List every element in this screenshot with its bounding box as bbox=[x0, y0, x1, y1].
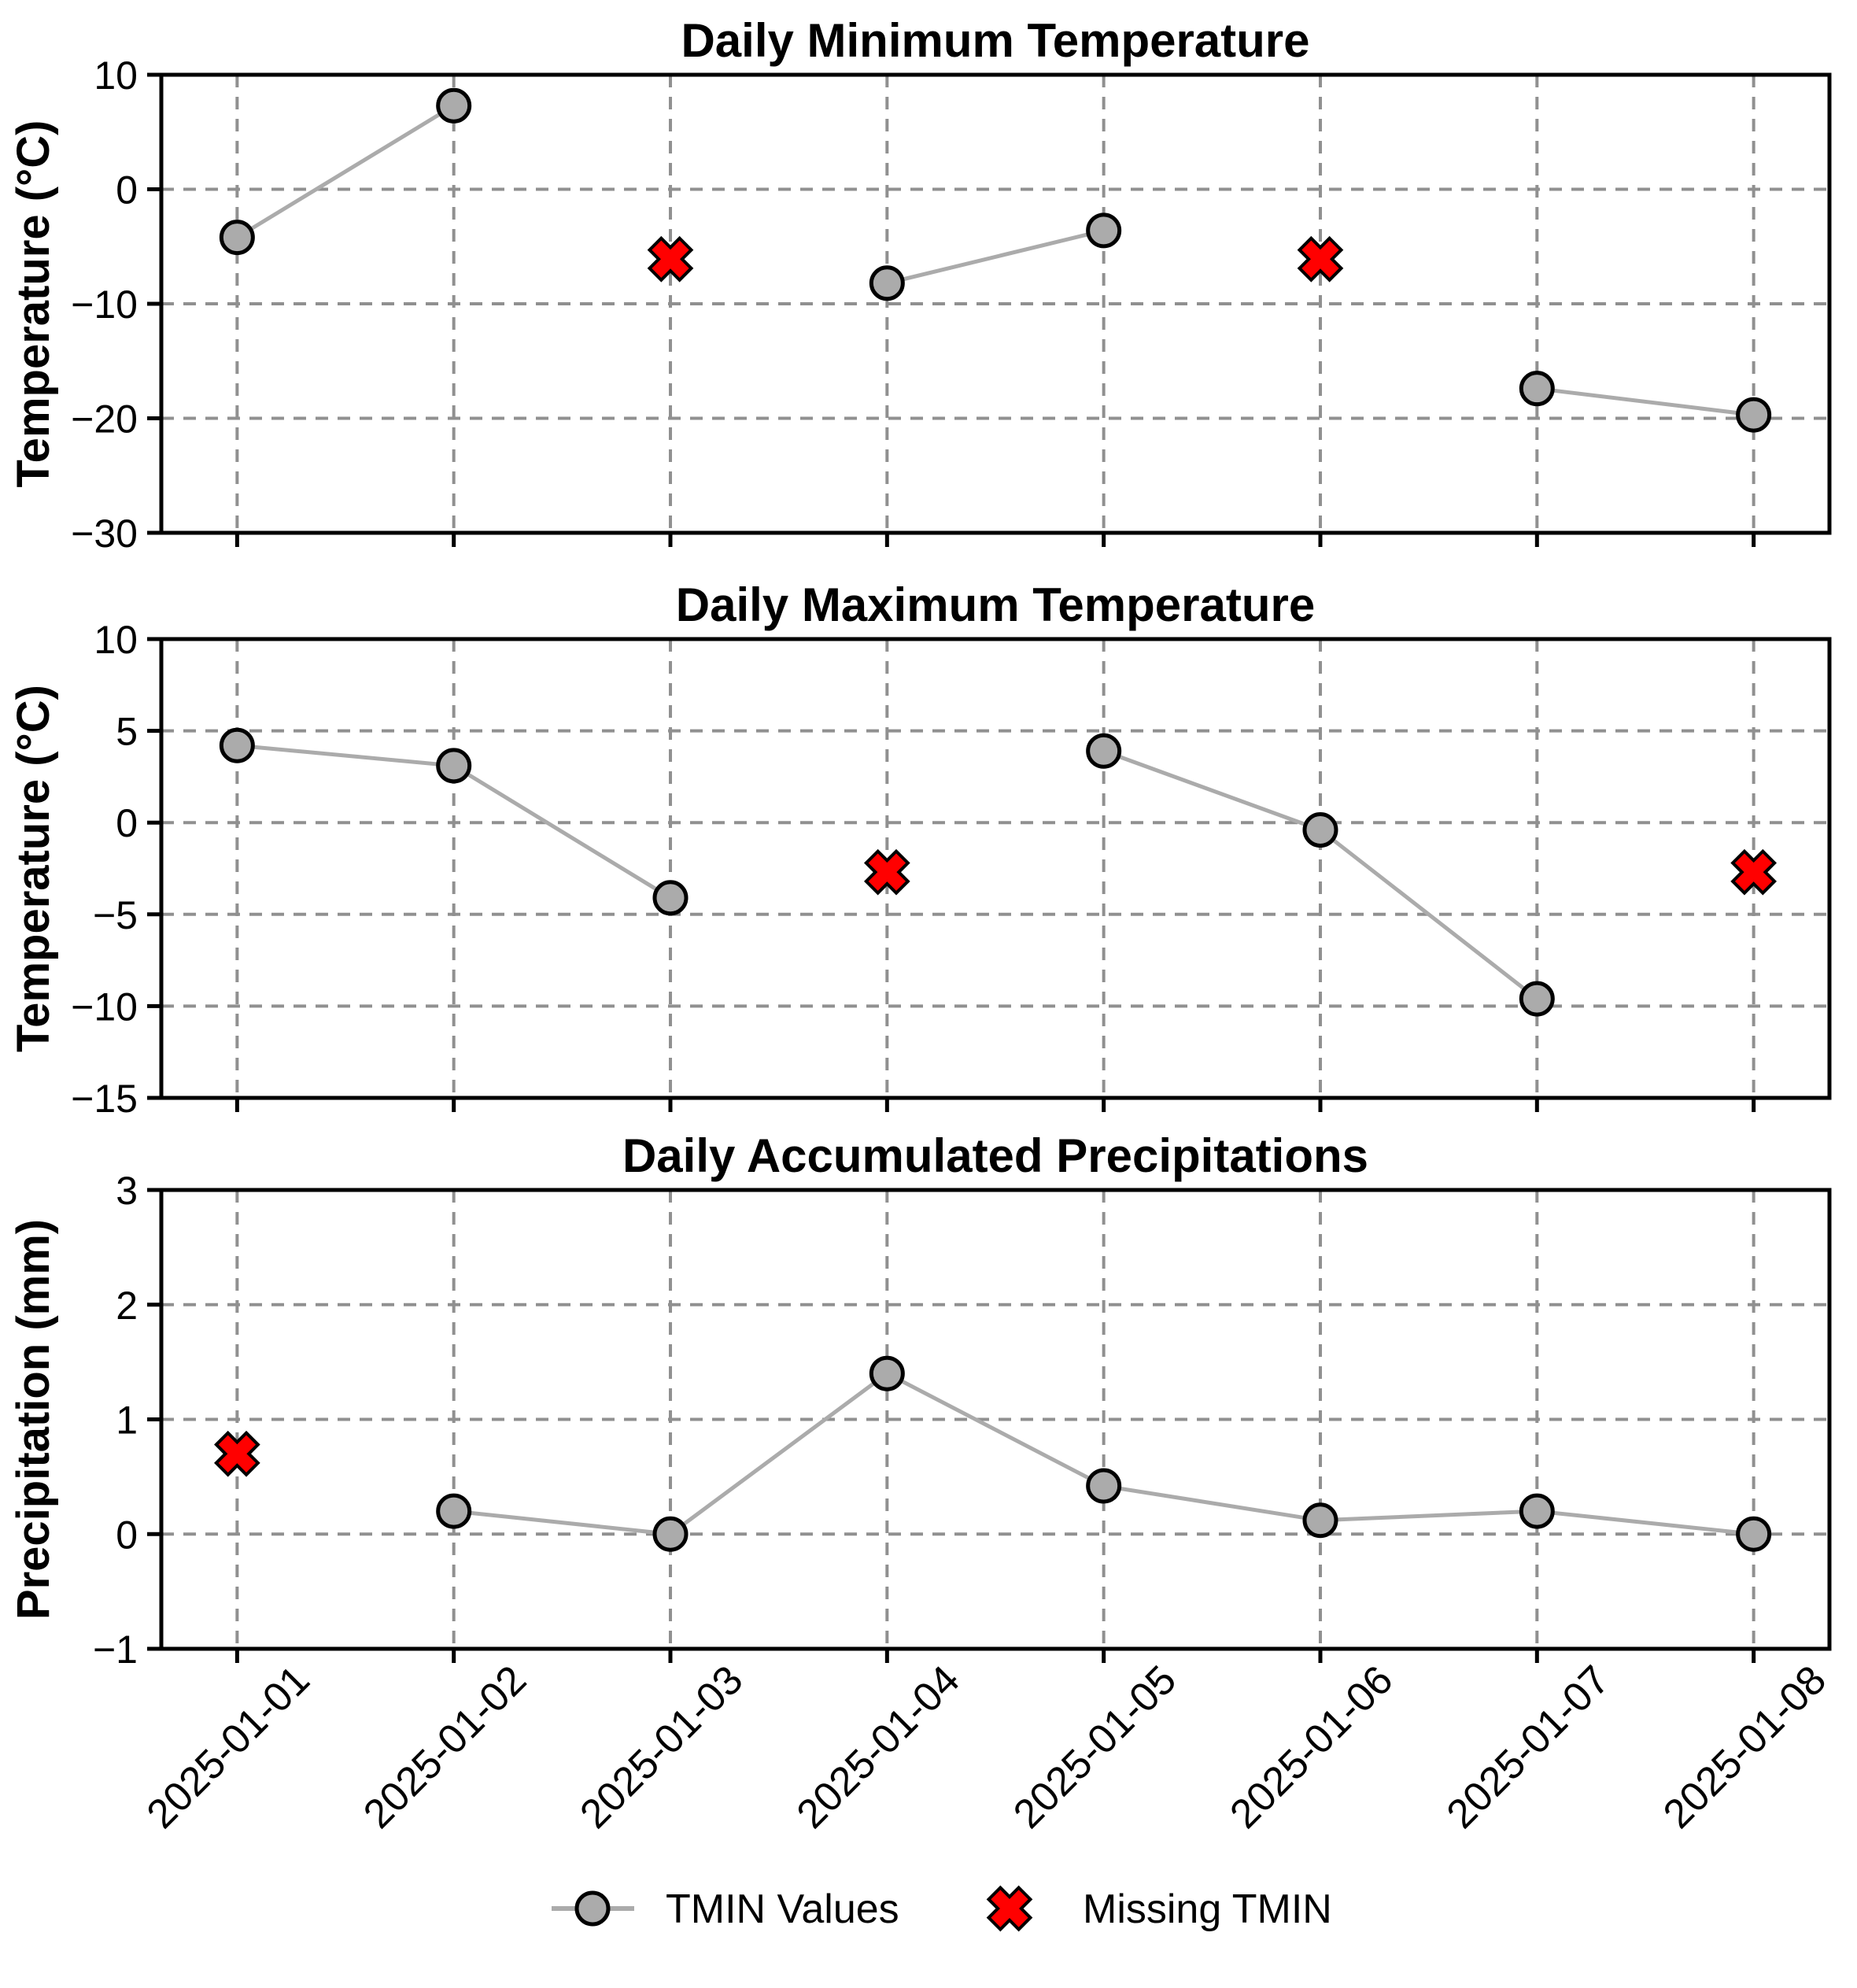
y-tick-label: 0 bbox=[116, 801, 138, 845]
data-point-marker bbox=[869, 265, 905, 301]
data-point-marker bbox=[219, 727, 255, 763]
data-point-marker bbox=[1519, 371, 1555, 407]
legend: TMIN Values Missing TMIN bbox=[552, 1885, 1332, 1932]
y-tick-label: 3 bbox=[116, 1169, 138, 1213]
legend-label-tmin-values: TMIN Values bbox=[666, 1886, 899, 1932]
data-point-marker bbox=[1736, 1516, 1772, 1552]
subplot-title: Daily Accumulated Precipitations bbox=[622, 1129, 1368, 1182]
data-point-marker bbox=[869, 1355, 905, 1391]
y-tick-label: −30 bbox=[71, 512, 138, 556]
y-axis-label: Temperature (°C) bbox=[8, 120, 59, 488]
missing-value-x-icon bbox=[1297, 235, 1344, 283]
data-point-marker bbox=[1519, 1493, 1555, 1529]
y-tick-label: 10 bbox=[94, 54, 138, 98]
y-tick-label: −1 bbox=[93, 1628, 138, 1672]
subplot-1: 10 0 −10 −20 −30 Daily Minimum Temperature Tem… bbox=[8, 14, 1832, 556]
missing-value-x-icon bbox=[647, 235, 694, 283]
y-axis-label: Precipitation (mm) bbox=[8, 1219, 59, 1620]
data-point-marker bbox=[652, 1516, 689, 1552]
y-tick-label: 5 bbox=[116, 710, 138, 754]
plot-border bbox=[159, 637, 1832, 1100]
y-tick-label: −20 bbox=[71, 397, 138, 442]
y-tick-label: −5 bbox=[93, 893, 138, 937]
data-point-marker bbox=[1519, 981, 1555, 1017]
y-tick-label: −15 bbox=[71, 1077, 138, 1121]
data-point-marker bbox=[1086, 733, 1122, 769]
data-point-marker bbox=[652, 880, 689, 916]
subplot-2: 10 5 0 −5 −10 −15 Daily Maximum Temperature Tem… bbox=[8, 578, 1832, 1121]
subplot-title: Daily Maximum Temperature bbox=[676, 578, 1316, 631]
legend-circle-icon bbox=[574, 1890, 611, 1927]
data-point-marker bbox=[436, 1493, 472, 1529]
y-tick-label: 0 bbox=[116, 168, 138, 212]
data-point-marker bbox=[219, 220, 255, 256]
missing-value-x-icon bbox=[214, 1430, 260, 1477]
y-tick-label: −10 bbox=[71, 283, 138, 327]
data-point-marker bbox=[1086, 212, 1122, 249]
data-point-marker bbox=[1086, 1468, 1122, 1504]
legend-x-icon bbox=[986, 1885, 1033, 1932]
y-tick-label: 2 bbox=[116, 1284, 138, 1328]
data-line bbox=[236, 104, 455, 239]
y-tick-label: 10 bbox=[94, 618, 138, 662]
data-line bbox=[1537, 386, 1754, 417]
y-tick-label: 0 bbox=[116, 1513, 138, 1557]
missing-value-x-icon bbox=[1730, 848, 1777, 896]
data-point-marker bbox=[436, 87, 472, 124]
data-point-marker bbox=[1302, 1502, 1338, 1539]
legend-label-missing-tmin: Missing TMIN bbox=[1083, 1886, 1332, 1932]
subplot-title: Daily Minimum Temperature bbox=[681, 14, 1309, 67]
y-tick-label: −10 bbox=[71, 985, 138, 1029]
data-point-marker bbox=[1302, 812, 1338, 848]
data-line bbox=[886, 228, 1105, 286]
y-axis-label: Temperature (°C) bbox=[8, 685, 59, 1052]
y-tick-label: 1 bbox=[116, 1399, 138, 1443]
data-point-marker bbox=[1736, 397, 1772, 433]
data-point-marker bbox=[436, 748, 472, 784]
missing-value-x-icon bbox=[863, 848, 910, 896]
